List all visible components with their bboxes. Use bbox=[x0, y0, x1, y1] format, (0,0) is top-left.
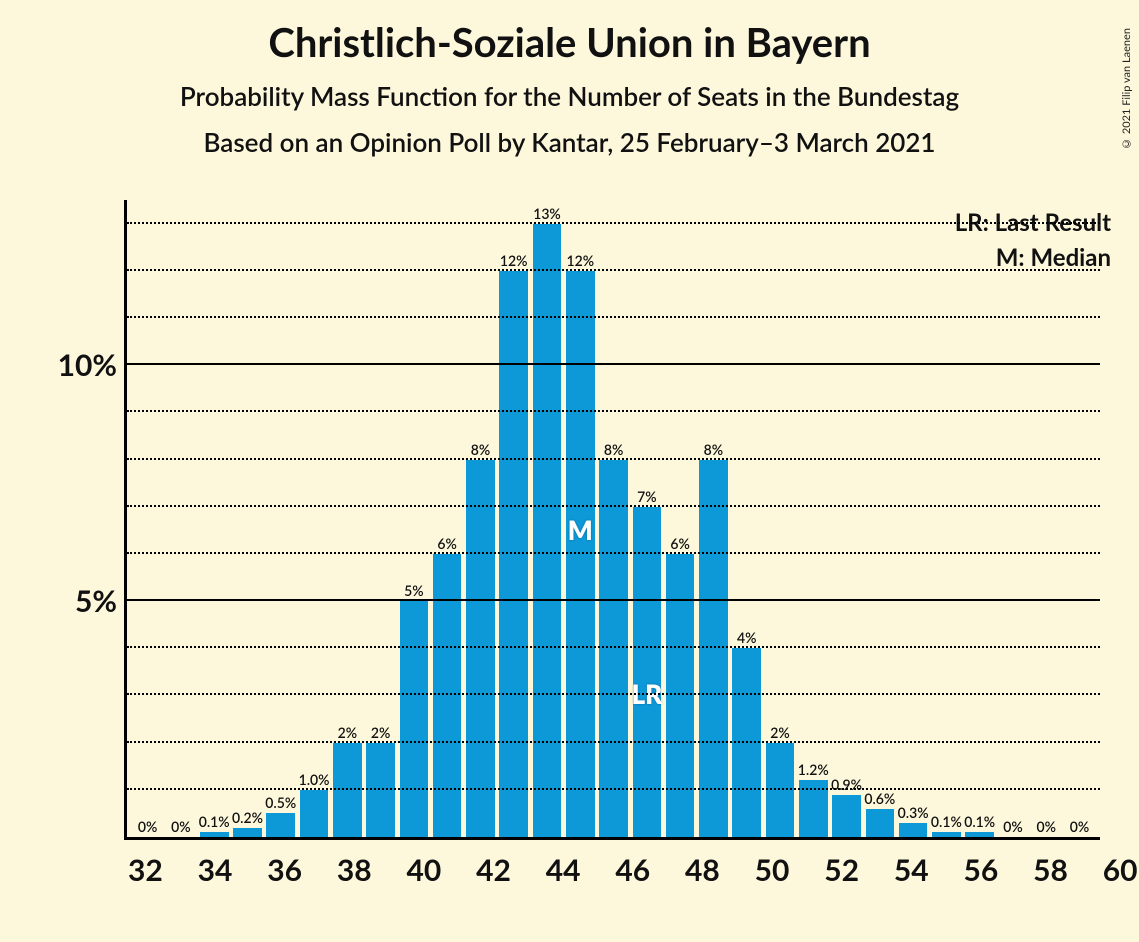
bar-value-label: 0.1% bbox=[199, 813, 230, 830]
bar-value-label: 0% bbox=[171, 818, 190, 835]
bar: 12% bbox=[499, 271, 528, 837]
bar-value-label: 4% bbox=[737, 629, 756, 646]
bar: 5% bbox=[400, 601, 429, 837]
bar-value-label: 0.1% bbox=[931, 813, 962, 830]
bar-value-label: 0% bbox=[1003, 818, 1022, 835]
bar-value-label: 8% bbox=[471, 441, 490, 458]
bar-value-label: 13% bbox=[533, 205, 561, 222]
bar: 0.1% bbox=[965, 832, 994, 837]
y-tick-label: 5% bbox=[75, 583, 117, 619]
bar-value-label: 12% bbox=[566, 252, 594, 269]
x-tick-label: 38 bbox=[337, 840, 372, 900]
bar-value-label: 8% bbox=[704, 441, 723, 458]
bar: 0.1% bbox=[200, 832, 229, 837]
bar-value-label: 12% bbox=[500, 252, 528, 269]
gridline-major bbox=[127, 363, 1100, 365]
gridline-minor bbox=[127, 552, 1100, 554]
bar: 0.2% bbox=[233, 828, 262, 837]
chart-subtitle: Probability Mass Function for the Number… bbox=[0, 80, 1139, 112]
x-axis: 3233343536373839404142434445464748495051… bbox=[124, 840, 1100, 900]
x-tick-label: 46 bbox=[615, 840, 650, 900]
bar: 12%M bbox=[566, 271, 595, 837]
x-tick-label: 40 bbox=[407, 840, 442, 900]
bar-value-label: 0.9% bbox=[831, 776, 862, 793]
bar: 8% bbox=[466, 460, 495, 837]
bar-value-label: 5% bbox=[404, 582, 423, 599]
bar-value-label: 0.3% bbox=[898, 804, 929, 821]
gridline-minor bbox=[127, 222, 1100, 224]
plot-area: 0%0%0.1%0.2%0.5%1.0%2%2%5%6%8%12%13%12%M… bbox=[124, 200, 1100, 840]
chart: 0%0%0.1%0.2%0.5%1.0%2%2%5%6%8%12%13%12%M… bbox=[40, 200, 1110, 900]
bar: 0.5% bbox=[266, 813, 295, 837]
bar-value-label: 1.2% bbox=[798, 761, 829, 778]
bar: 8% bbox=[599, 460, 628, 837]
x-tick-label: 52 bbox=[824, 840, 859, 900]
bar: 0.6% bbox=[866, 809, 895, 837]
bar-annotation: M bbox=[568, 514, 593, 546]
x-tick-label: 60 bbox=[1103, 840, 1138, 900]
chart-title: Christlich-Soziale Union in Bayern bbox=[0, 18, 1139, 66]
gridline-minor bbox=[127, 741, 1100, 743]
x-tick-label: 32 bbox=[128, 840, 163, 900]
bar: 0.9% bbox=[832, 795, 861, 837]
x-tick-label: 34 bbox=[198, 840, 233, 900]
copyright-text: © 2021 Filip van Laenen bbox=[1120, 28, 1133, 150]
bar-value-label: 0% bbox=[1036, 818, 1055, 835]
bar-value-label: 7% bbox=[637, 488, 656, 505]
bar-value-label: 0.1% bbox=[964, 813, 995, 830]
bar-value-label: 0.5% bbox=[265, 794, 296, 811]
gridline-minor bbox=[127, 316, 1100, 318]
bar-value-label: 0.2% bbox=[232, 809, 263, 826]
x-tick-label: 54 bbox=[894, 840, 929, 900]
gridline-minor bbox=[127, 458, 1100, 460]
bar: 0.3% bbox=[899, 823, 928, 837]
bar-value-label: 1.0% bbox=[299, 771, 330, 788]
bar: 1.0% bbox=[300, 790, 329, 837]
x-tick-label: 58 bbox=[1033, 840, 1068, 900]
bar-value-label: 0% bbox=[138, 818, 157, 835]
bar-value-label: 0.6% bbox=[864, 790, 895, 807]
bar: 8% bbox=[699, 460, 728, 837]
x-tick-label: 50 bbox=[755, 840, 790, 900]
bar-value-label: 2% bbox=[770, 724, 789, 741]
chart-subtitle-2: Based on an Opinion Poll by Kantar, 25 F… bbox=[0, 126, 1139, 158]
y-tick-label: 10% bbox=[58, 347, 117, 383]
gridline-minor bbox=[127, 505, 1100, 507]
x-tick-label: 56 bbox=[964, 840, 999, 900]
gridline-minor bbox=[127, 410, 1100, 412]
x-tick-label: 36 bbox=[267, 840, 302, 900]
bar-value-label: 0% bbox=[1070, 818, 1089, 835]
gridline-minor bbox=[127, 693, 1100, 695]
gridline-minor bbox=[127, 646, 1100, 648]
gridline-minor bbox=[127, 269, 1100, 271]
bar-value-label: 6% bbox=[670, 535, 689, 552]
bar: 0.1% bbox=[932, 832, 961, 837]
bar-value-label: 2% bbox=[338, 724, 357, 741]
gridline-minor bbox=[127, 788, 1100, 790]
x-tick-label: 48 bbox=[685, 840, 720, 900]
gridline-major bbox=[127, 599, 1100, 601]
x-tick-label: 42 bbox=[476, 840, 511, 900]
bar-value-label: 6% bbox=[437, 535, 456, 552]
x-tick-label: 44 bbox=[546, 840, 581, 900]
bar-value-label: 8% bbox=[604, 441, 623, 458]
bar-value-label: 2% bbox=[371, 724, 390, 741]
